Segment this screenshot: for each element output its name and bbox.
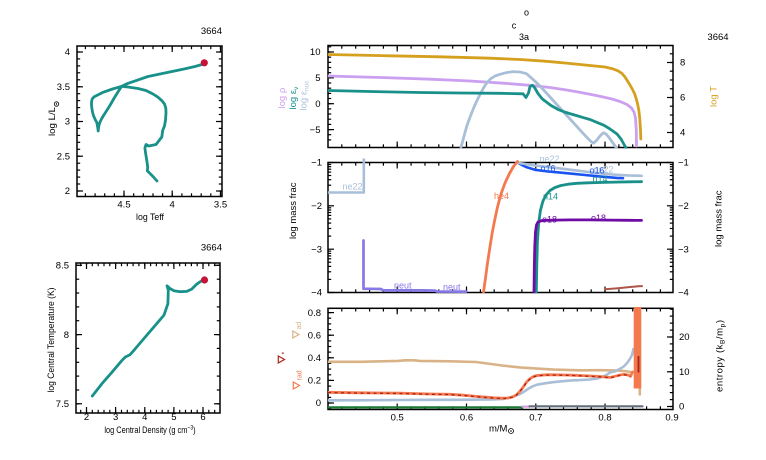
- svg-text:0.2: 0.2: [308, 376, 321, 387]
- svg-text:−4: −4: [311, 288, 322, 299]
- svg-text:0: 0: [315, 99, 320, 110]
- svg-text:8.5: 8.5: [56, 261, 69, 272]
- svg-text:3a: 3a: [519, 32, 529, 42]
- svg-text:log εnuc: log εnuc: [299, 80, 311, 111]
- svg-text:m/M: m/M: [489, 424, 508, 435]
- svg-text:ne22: ne22: [594, 165, 614, 175]
- svg-text:6: 6: [200, 412, 205, 423]
- svg-text:0.4: 0.4: [308, 353, 321, 364]
- svg-text:0.6: 0.6: [460, 413, 473, 424]
- svg-text:0.6: 0.6: [308, 330, 321, 341]
- svg-text:log ρ: log ρ: [277, 87, 288, 108]
- svg-text:log mass frac: log mass frac: [714, 190, 725, 247]
- svg-text:4: 4: [65, 47, 70, 58]
- svg-text:n14: n14: [593, 174, 608, 184]
- svg-text:0.5: 0.5: [391, 413, 404, 424]
- svg-text:o16: o16: [541, 164, 556, 174]
- svg-text:7.5: 7.5: [56, 399, 69, 410]
- svg-text:o: o: [524, 8, 529, 18]
- svg-text:−4: −4: [678, 288, 689, 299]
- svg-text:0: 0: [679, 402, 684, 413]
- svg-text:3: 3: [65, 117, 70, 128]
- svg-text:3664: 3664: [707, 32, 728, 43]
- svg-text:log εν: log εν: [288, 87, 300, 110]
- svg-text:log Central Density (g cm−3): log Central Density (g cm−3): [104, 424, 195, 435]
- svg-text:3: 3: [113, 412, 118, 423]
- svg-text:3.5: 3.5: [214, 200, 227, 211]
- svg-text:ne22: ne22: [343, 182, 363, 192]
- svg-text:−1: −1: [311, 158, 322, 169]
- svg-text:−2: −2: [678, 201, 689, 212]
- svg-text:neut: neut: [443, 282, 461, 292]
- svg-text:3664: 3664: [201, 243, 222, 254]
- svg-text:he4: he4: [494, 191, 509, 201]
- svg-text:4: 4: [680, 128, 685, 139]
- svg-text:−1: −1: [678, 158, 689, 169]
- svg-text:2.5: 2.5: [57, 151, 70, 162]
- svg-text:o16: o16: [590, 166, 605, 176]
- svg-text:5: 5: [171, 412, 176, 423]
- svg-text:−5: −5: [310, 125, 321, 136]
- svg-text:10: 10: [310, 47, 321, 58]
- svg-text:4: 4: [170, 200, 175, 211]
- svg-text:0.9: 0.9: [665, 413, 678, 424]
- svg-text:log T: log T: [709, 86, 720, 107]
- svg-text:−2: −2: [311, 201, 322, 212]
- svg-text:20: 20: [679, 332, 690, 343]
- svg-text:4.5: 4.5: [117, 200, 130, 211]
- svg-text:4: 4: [142, 412, 147, 423]
- svg-text:entropy (kB/mp): entropy (kB/mp): [715, 320, 727, 392]
- svg-text:*: *: [282, 352, 289, 355]
- svg-text:3.5: 3.5: [57, 82, 70, 93]
- svg-text:log Central Temperature (K): log Central Temperature (K): [46, 288, 57, 393]
- svg-text:0.7: 0.7: [529, 413, 542, 424]
- svg-text:2: 2: [84, 412, 89, 423]
- svg-text:log L/L: log L/L: [47, 107, 58, 136]
- svg-text:o18: o18: [542, 215, 557, 225]
- svg-text:3664: 3664: [201, 26, 222, 37]
- svg-text:log Teff: log Teff: [136, 212, 164, 223]
- svg-text:8: 8: [64, 330, 69, 341]
- svg-text:c: c: [512, 21, 517, 31]
- svg-text:o18: o18: [591, 213, 606, 223]
- svg-text:ne22: ne22: [540, 154, 560, 164]
- svg-text:−3: −3: [311, 244, 322, 255]
- svg-text:2: 2: [65, 186, 70, 197]
- svg-text:n14: n14: [543, 192, 558, 202]
- svg-text:log mass frac: log mass frac: [288, 182, 299, 239]
- svg-text:0.8: 0.8: [308, 308, 321, 319]
- svg-text:5: 5: [315, 73, 320, 84]
- svg-text:6: 6: [680, 93, 685, 104]
- svg-text:8: 8: [680, 58, 685, 69]
- svg-text:−3: −3: [678, 244, 689, 255]
- svg-text:0: 0: [316, 398, 321, 409]
- svg-text:ad: ad: [296, 322, 303, 330]
- svg-text:0.8: 0.8: [598, 413, 611, 424]
- svg-text:neut: neut: [394, 281, 412, 291]
- svg-text:10: 10: [679, 367, 690, 378]
- svg-text:rad: rad: [297, 370, 304, 380]
